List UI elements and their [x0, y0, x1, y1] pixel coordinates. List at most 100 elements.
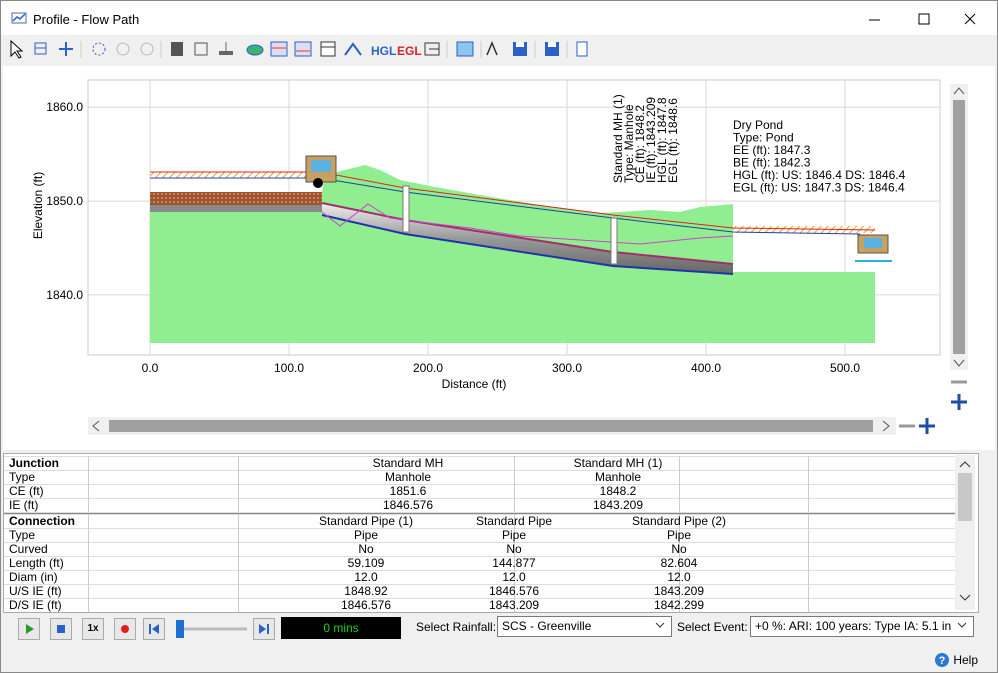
- manhole-annotation: CE (ft): 1848.2: [633, 105, 647, 183]
- combo-arrows: [655, 622, 967, 628]
- wireframe-tool[interactable]: [194, 42, 208, 56]
- select-tool[interactable]: [10, 39, 24, 59]
- rainfall-select[interactable]: SCS - Greenville: [497, 616, 672, 637]
- time-slider[interactable]: [173, 618, 251, 640]
- y-axis-label: Elevation (ft): [31, 172, 45, 239]
- cell-value: 82.604: [660, 556, 698, 570]
- column-header: Standard Pipe (1): [318, 514, 414, 528]
- pipe-invert: [321, 214, 734, 275]
- row-line: [4, 514, 956, 515]
- row-label: Diam (in): [9, 570, 58, 584]
- pan-tool[interactable]: [59, 42, 73, 56]
- column-line: [514, 514, 515, 612]
- cell-value: 144.877: [492, 556, 536, 570]
- rewind-button[interactable]: [143, 618, 165, 640]
- manhole-1: [610, 217, 618, 265]
- svg-text:?: ?: [939, 655, 946, 667]
- end-button[interactable]: [253, 618, 275, 640]
- row-line: [4, 556, 956, 557]
- egl-line: [150, 171, 876, 231]
- app-icon: [11, 12, 27, 24]
- table-scrollbar[interactable]: [955, 455, 975, 610]
- x-tick-label: 400.0: [691, 361, 721, 375]
- column-line: [514, 456, 515, 512]
- reset-tool[interactable]: [140, 42, 154, 56]
- cell-value: Pipe: [501, 528, 527, 542]
- manhole-annotation: Standard MH (1): [611, 94, 625, 183]
- pipe-labels-tool[interactable]: [270, 41, 288, 57]
- row-line: [4, 528, 956, 529]
- profile-panel: 0.0 100.0 200.0 300.0 400.0 500.0 1840.0 1850.0…: [3, 66, 995, 450]
- image-tool[interactable]: [456, 41, 474, 57]
- zoom-in-h[interactable]: [919, 418, 935, 434]
- rainfall-label: Select Rainfall:: [416, 620, 497, 634]
- ground-profile: [321, 203, 734, 245]
- export-tool[interactable]: [424, 42, 440, 56]
- row-line: [4, 498, 956, 499]
- toolbar-icons: HGL EGL: [10, 39, 588, 59]
- cell-value: 1848.2: [599, 484, 637, 498]
- settings-tool[interactable]: [576, 41, 588, 57]
- cell-value: Pipe: [666, 528, 692, 542]
- help-link[interactable]: ? Help: [934, 652, 978, 668]
- manhole-annotation: EGL (ft): 1848.6: [666, 98, 680, 183]
- help-text: Help: [953, 653, 979, 667]
- flow-tool[interactable]: [344, 42, 362, 56]
- speed-button[interactable]: 1x: [82, 618, 104, 640]
- pipe: [322, 203, 733, 274]
- column-line: [808, 514, 809, 612]
- record-button[interactable]: [114, 618, 136, 640]
- zoom-window-tool[interactable]: [34, 42, 47, 55]
- cell-value: 1842.299: [653, 598, 705, 612]
- window-title: Profile - Flow Path: [33, 12, 140, 27]
- hgl-button[interactable]: HGL: [371, 44, 396, 58]
- column-line: [679, 456, 680, 512]
- h-scroll-thumb[interactable]: [109, 420, 873, 432]
- rotate-tool[interactable]: [116, 42, 130, 56]
- pond-base: [150, 205, 322, 212]
- scroll-right[interactable]: [882, 420, 890, 432]
- 3d-view-tool[interactable]: [171, 42, 183, 56]
- x-tick-label: 100.0: [274, 361, 304, 375]
- node-labels-tool[interactable]: [294, 41, 312, 57]
- outlet-icon: [855, 234, 892, 262]
- manhole-annotation: IE (ft): 1843.209: [644, 97, 658, 183]
- close-button[interactable]: [964, 13, 976, 25]
- column-line: [238, 456, 239, 512]
- zoom-in-v[interactable]: [951, 394, 967, 410]
- column-header: Standard Pipe: [475, 514, 553, 528]
- manhole-annotation: HGL (ft): 1847.8: [655, 97, 669, 183]
- zoom-extents-tool[interactable]: [92, 42, 106, 56]
- data-table: Junction Standard MH Standard MH (1) Type Ma…: [3, 453, 979, 613]
- manhole: [402, 185, 410, 233]
- row-line: [4, 542, 956, 543]
- rainfall-value: SCS - Greenville: [502, 619, 592, 633]
- cell-value: 12.0: [354, 570, 378, 584]
- ground-tool[interactable]: [219, 42, 233, 55]
- stop-button[interactable]: [50, 618, 72, 640]
- maximize-button[interactable]: [918, 13, 930, 25]
- pond-annotation: BE (ft): 1842.3: [733, 156, 811, 170]
- v-scroll-thumb[interactable]: [953, 100, 965, 354]
- scroll-up[interactable]: [953, 87, 965, 95]
- cell-value: 1843.209: [653, 584, 705, 598]
- section-header: Connection: [9, 514, 75, 528]
- save-as-tool[interactable]: [545, 42, 559, 56]
- y-tick-label: 1840.0: [46, 288, 83, 302]
- font-tool[interactable]: [486, 41, 498, 56]
- save-tool[interactable]: [513, 42, 527, 56]
- window-controls: [869, 13, 976, 25]
- egl-button[interactable]: EGL: [397, 44, 422, 58]
- table-tool[interactable]: [320, 41, 336, 57]
- row-line: [4, 584, 956, 585]
- column-line: [88, 514, 89, 612]
- row-label: Type: [9, 470, 36, 484]
- scroll-down[interactable]: [953, 359, 965, 367]
- scroll-left[interactable]: [92, 420, 100, 432]
- fill-tool[interactable]: [246, 44, 264, 56]
- event-select[interactable]: +0 %: ARI: 100 years: Type IA: 5.1 in: [750, 616, 974, 637]
- row-line: [4, 470, 956, 471]
- y-tick-label: 1860.0: [46, 100, 83, 114]
- play-button[interactable]: [18, 618, 40, 640]
